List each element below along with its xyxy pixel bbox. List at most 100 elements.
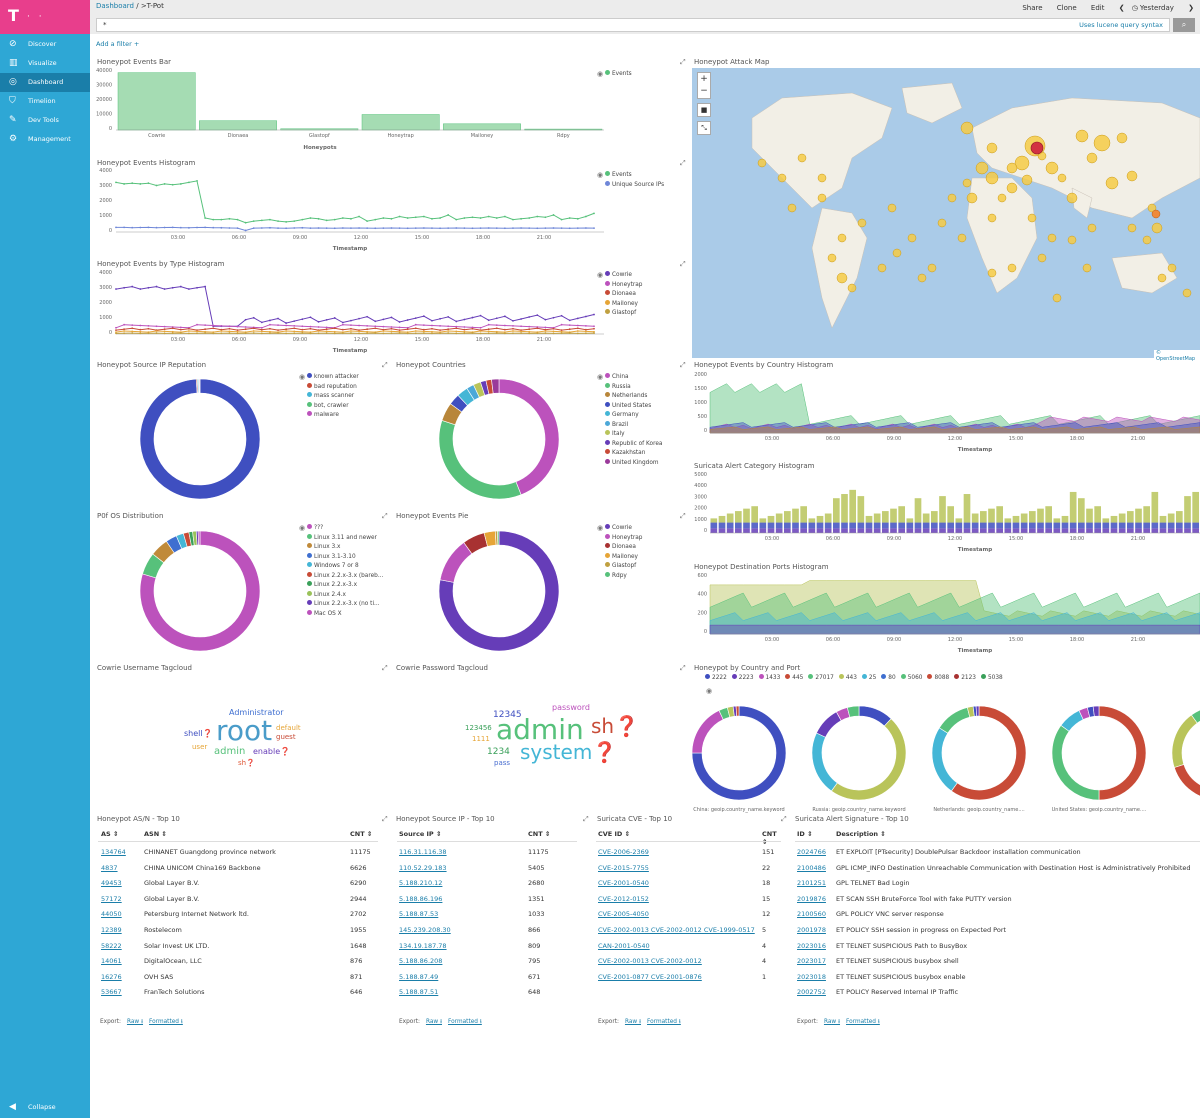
table-link[interactable]: CVE-2001-0540 xyxy=(598,879,649,888)
nav-devtools[interactable]: ✎ Dev Tools xyxy=(0,111,90,130)
legend-item[interactable]: bad reputation xyxy=(307,382,359,393)
legend-item[interactable]: mass scanner xyxy=(307,392,359,402)
tagcloud-word[interactable]: password xyxy=(552,703,590,712)
table-link[interactable]: 2019876 xyxy=(797,894,826,903)
legend-item[interactable]: Mailoney xyxy=(605,552,642,563)
column-header[interactable]: CVE ID ⇕ xyxy=(598,830,631,838)
legend-item[interactable]: known attacker xyxy=(307,373,359,383)
tagcloud-word[interactable]: enable❓ xyxy=(253,747,291,756)
table-link[interactable]: CVE-2015-7755 xyxy=(598,863,649,872)
tagcloud-word[interactable]: 123456 xyxy=(465,724,492,732)
table-link[interactable]: 53667 xyxy=(101,988,122,997)
table-link[interactable]: 2024766 xyxy=(797,848,826,856)
expand-icon[interactable]: ⤢ xyxy=(382,664,388,672)
expand-icon[interactable]: ⤢ xyxy=(781,815,787,823)
nav-collapse[interactable]: ◀ Collapse xyxy=(0,1098,90,1117)
legend-item[interactable]: China xyxy=(605,373,662,383)
legend-toggle-icon[interactable]: ◉ xyxy=(597,271,604,279)
tagcloud-word[interactable]: user xyxy=(192,743,208,751)
table-link[interactable]: CAN-2001-0540 xyxy=(598,941,650,950)
table-link[interactable]: 58222 xyxy=(101,941,122,950)
table-link[interactable]: 16276 xyxy=(101,972,122,981)
legend-item[interactable]: Russia xyxy=(605,382,662,393)
legend-item[interactable]: 443 xyxy=(838,674,857,681)
export-raw-link[interactable]: Raw ⭳ xyxy=(126,1019,144,1025)
nav-visualize[interactable]: ▥ Visualize xyxy=(0,54,90,73)
table-link[interactable]: 2023017 xyxy=(797,957,826,966)
table-link[interactable]: 116.31.116.38 xyxy=(399,848,447,856)
lucene-hint-link[interactable]: Uses lucene query syntax xyxy=(1079,21,1163,29)
legend-item[interactable]: Events xyxy=(605,171,664,181)
legend-item[interactable]: Dionaea xyxy=(605,543,642,553)
tagcloud-word[interactable]: shell❓ xyxy=(184,729,213,738)
expand-icon[interactable]: ⤢ xyxy=(382,512,388,520)
tagcloud-word[interactable]: admin xyxy=(496,713,584,746)
nav-dashboard[interactable]: ◎ Dashboard xyxy=(0,73,90,92)
nav-discover[interactable]: ⊘ Discover xyxy=(0,35,90,54)
table-link[interactable]: 5.188.210.12 xyxy=(399,879,443,888)
tagcloud-word[interactable]: sh❓ xyxy=(238,759,255,767)
legend-item[interactable]: 5038 xyxy=(980,674,1003,681)
expand-icon[interactable]: ⤢ xyxy=(680,58,686,66)
legend-item[interactable]: Honeytrap xyxy=(605,533,642,544)
chevron-right-icon[interactable]: ❯ xyxy=(1188,4,1194,12)
legend-toggle-icon[interactable]: ◉ xyxy=(597,70,604,78)
tagcloud-word[interactable]: Administrator xyxy=(229,708,284,717)
legend-item[interactable]: Dionaea xyxy=(605,290,642,300)
legend-item[interactable]: 1433 xyxy=(758,674,780,681)
legend-item[interactable]: Honeytrap xyxy=(605,280,642,291)
expand-icon[interactable]: ⤢ xyxy=(680,260,686,268)
search-input[interactable]: * Uses lucene query syntax xyxy=(96,18,1170,32)
column-header[interactable]: Description ⇕ xyxy=(836,830,886,838)
table-link[interactable]: 134764 xyxy=(101,848,126,856)
legend-item[interactable]: Unique Source IPs xyxy=(605,180,664,191)
legend-item[interactable]: 445 xyxy=(785,674,803,681)
table-link[interactable]: 2023016 xyxy=(797,941,826,950)
tagcloud-word[interactable]: sh❓ xyxy=(591,714,639,738)
expand-icon[interactable]: ⤢ xyxy=(583,815,589,823)
expand-icon[interactable]: ⤢ xyxy=(382,361,388,369)
legend-item[interactable]: Republic of Korea xyxy=(605,439,662,450)
legend-item[interactable]: 80 xyxy=(881,674,896,681)
legend-item[interactable]: Linux 3.x xyxy=(307,543,383,553)
tagcloud-word[interactable]: 1111 xyxy=(472,735,490,743)
table-link[interactable]: 4837 xyxy=(101,863,118,872)
column-header[interactable]: Source IP ⇕ xyxy=(399,830,442,838)
expand-icon[interactable]: ⤢ xyxy=(680,361,686,369)
table-link[interactable]: CVE-2002-0013 CVE-2002-0012 xyxy=(598,957,702,966)
table-link[interactable]: 5.188.87.49 xyxy=(399,972,439,981)
legend-item[interactable]: United Kingdom xyxy=(605,458,662,469)
tagcloud-word[interactable]: root xyxy=(216,714,273,747)
column-header[interactable]: ASN ⇕ xyxy=(144,830,167,838)
legend-item[interactable]: Linux 2.4.x xyxy=(307,590,383,601)
column-header[interactable]: ID ⇕ xyxy=(797,830,813,838)
table-link[interactable]: 2001978 xyxy=(797,926,826,934)
legend-item[interactable]: Brazil xyxy=(605,420,662,431)
legend-item[interactable]: Cowrie xyxy=(605,271,642,281)
search-button[interactable]: ⌕ xyxy=(1173,18,1195,32)
fit-bounds-button[interactable]: ⤡ xyxy=(697,121,711,135)
column-header[interactable]: CNT ⇕ xyxy=(528,830,551,838)
legend-item[interactable]: Mailoney xyxy=(605,299,642,310)
tagcloud-word[interactable]: guest xyxy=(276,733,296,741)
expand-icon[interactable]: ⤢ xyxy=(680,664,686,672)
legend-item[interactable]: United States xyxy=(605,401,662,412)
clone-button[interactable]: Clone xyxy=(1056,4,1077,12)
legend-item[interactable]: Glastopf xyxy=(605,309,642,319)
export-raw-link[interactable]: Raw ⭳ xyxy=(823,1019,841,1025)
table-link[interactable]: 14061 xyxy=(101,957,122,966)
column-header[interactable]: AS ⇕ xyxy=(101,830,119,838)
legend-item[interactable]: 25 xyxy=(861,674,876,681)
legend-item[interactable]: Linux 3.1-3.10 xyxy=(307,552,383,563)
zoom-out-button[interactable]: − xyxy=(700,86,708,96)
legend-item[interactable]: Kazakhstan xyxy=(605,449,662,459)
time-picker[interactable]: Yesterday xyxy=(1139,4,1174,12)
table-link[interactable]: CVE-2006-2369 xyxy=(598,848,649,856)
legend-item[interactable]: 8088 xyxy=(927,674,949,681)
table-link[interactable]: 49453 xyxy=(101,879,122,888)
legend-item[interactable]: ??? xyxy=(307,524,383,534)
legend-toggle-icon[interactable]: ◉ xyxy=(299,373,306,381)
legend-item[interactable]: Glastopf xyxy=(605,562,642,572)
tagcloud-word[interactable]: default xyxy=(276,724,301,732)
table-link[interactable]: CVE-2012-0152 xyxy=(598,894,649,903)
